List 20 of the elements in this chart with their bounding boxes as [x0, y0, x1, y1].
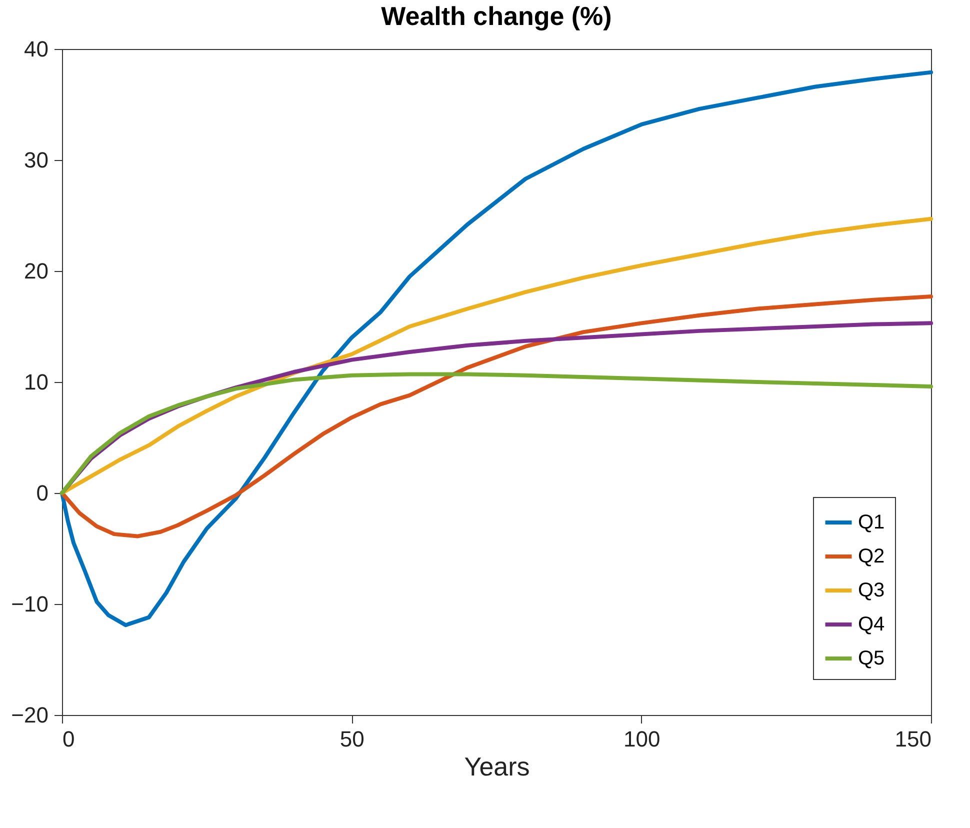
line-series	[60, 294, 933, 538]
y-tick-label: −10	[11, 592, 48, 616]
y-tick-label: 30	[24, 148, 48, 172]
legend-label: Q2	[858, 546, 885, 568]
legend-label: Q3	[858, 580, 885, 602]
y-tick-label: 10	[24, 370, 48, 394]
legend-label: Q1	[858, 512, 885, 534]
x-tick-label: 150	[894, 726, 932, 752]
chart-title: Wealth change (%)	[381, 1, 612, 31]
y-tick-label: 40	[24, 36, 48, 62]
x-tick-label: 100	[623, 726, 660, 752]
legend-label: Q4	[858, 614, 885, 636]
y-tick-label: 0	[36, 480, 48, 506]
y-tick-label: −20	[11, 702, 48, 728]
x-tick-label: 0	[62, 726, 75, 752]
x-axis-title: Years	[464, 752, 530, 782]
x-tick-label: 50	[340, 726, 364, 752]
y-tick-label: 20	[24, 258, 48, 284]
legend-label: Q5	[858, 648, 885, 670]
line-series	[60, 372, 933, 495]
